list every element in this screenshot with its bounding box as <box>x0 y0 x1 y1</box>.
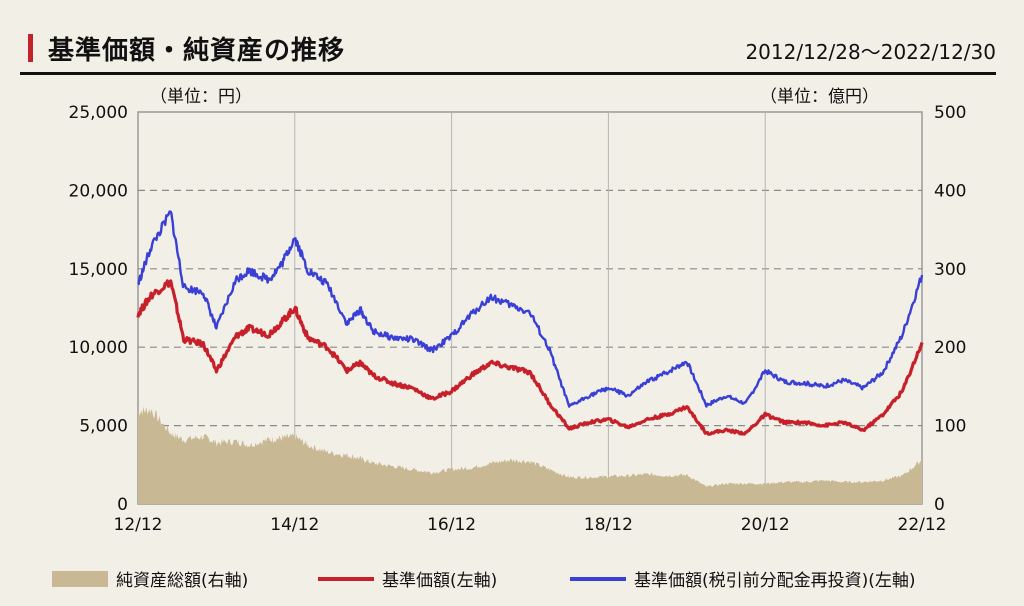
chart: 12/12 14/12 16/12 18/12 20/12 22/12 0 5,000 10,… <box>69 103 967 535</box>
legend-label-nav-reinvested: 基準価額(税引前分配金再投資)(左軸) <box>634 571 916 591</box>
period-range: 2012/12/28～2022/12/30 <box>745 40 996 64</box>
series-nav-reinvested-line <box>137 210 924 408</box>
title-underline <box>20 28 996 75</box>
x-tick-label: 16/12 <box>427 515 476 535</box>
y-left-tick-label: 0 <box>117 495 128 515</box>
left-axis-unit: （単位：円） <box>150 87 252 107</box>
y-left-tick-label: 20,000 <box>69 181 128 201</box>
y-right-tick-label: 100 <box>934 417 966 437</box>
series-assets-area <box>138 406 922 504</box>
page-title: 基準価額・純資産の推移 <box>48 36 346 66</box>
x-tick-label: 14/12 <box>270 515 319 535</box>
legend-item-nav: 基準価額(左軸) <box>318 566 497 591</box>
y-left-tick-label: 10,000 <box>69 338 128 358</box>
y-right-tick-label: 200 <box>934 338 966 358</box>
legend-swatch-nav <box>318 576 374 581</box>
legend-item-assets: 純資産総額(右軸) <box>52 566 248 591</box>
legend-label-assets: 純資産総額(右軸) <box>116 571 249 591</box>
legend-item-nav-reinvested: 基準価額(税引前分配金再投資)(左軸) <box>570 566 916 591</box>
x-tick-label: 20/12 <box>741 515 790 535</box>
x-tick-label: 22/12 <box>898 515 947 535</box>
assets-area-layer <box>138 406 922 504</box>
y-right-tick-label: 0 <box>934 495 945 515</box>
left-y-tick-labels: 0 5,000 10,000 15,000 20,000 25,000 <box>69 103 128 515</box>
y-left-tick-label: 25,000 <box>69 103 128 123</box>
x-tick-label: 18/12 <box>584 515 633 535</box>
y-right-tick-label: 400 <box>934 181 966 201</box>
right-axis-unit: （単位：億円） <box>760 87 879 107</box>
y-right-tick-label: 300 <box>934 260 966 280</box>
title-accent-bar <box>28 34 33 62</box>
series-nav-line <box>136 279 924 436</box>
right-y-tick-labels: 0 100 200 300 400 500 <box>934 103 966 515</box>
lines-layer <box>136 210 924 436</box>
x-tick-label: 12/12 <box>114 515 163 535</box>
y-left-tick-label: 5,000 <box>79 417 128 437</box>
legend-swatch-nav-reinvested <box>570 576 626 581</box>
legend-swatch-assets <box>52 570 108 587</box>
legend-label-nav: 基準価額(左軸) <box>382 571 498 591</box>
y-left-tick-label: 15,000 <box>69 260 128 280</box>
x-tick-labels: 12/12 14/12 16/12 18/12 20/12 22/12 <box>114 515 947 535</box>
legend: 純資産総額(右軸) 基準価額(左軸) 基準価額(税引前分配金再投資)(左軸) <box>0 560 1024 596</box>
y-right-tick-label: 500 <box>934 103 966 123</box>
